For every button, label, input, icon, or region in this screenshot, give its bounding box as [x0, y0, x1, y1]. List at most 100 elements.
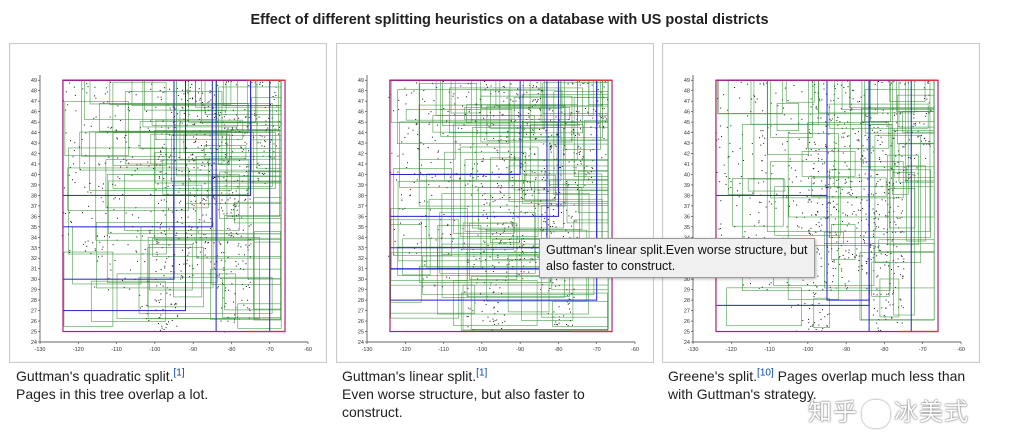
y-tick-label: 48 — [684, 89, 690, 95]
x-tick-label: -80 — [227, 347, 235, 353]
y-tick-label: 43 — [31, 141, 37, 147]
y-tick-label: 30 — [31, 277, 37, 283]
y-tick-label: 49 — [358, 78, 364, 84]
y-tick-label: 24 — [358, 340, 364, 346]
rtree-plot: 49 48 47 46 45 44 43 42 41 40 39 38 37 36 35 34 33 32 31 30… — [11, 45, 325, 361]
y-tick-label: 46 — [358, 110, 364, 116]
y-tick-label: 44 — [684, 131, 690, 137]
caption-title: Guttman's linear split. — [342, 368, 477, 384]
y-tick-label: 24 — [684, 340, 690, 346]
y-tick-label: 29 — [358, 288, 364, 294]
y-tick-label: 41 — [31, 162, 37, 168]
y-tick-label: 41 — [358, 162, 364, 168]
x-tick-label: -60 — [304, 347, 312, 353]
y-tick-label: 27 — [358, 309, 364, 315]
greene-split-caption: Greene's split.[10] Pages overlap much l… — [668, 367, 988, 403]
y-tick-label: 29 — [31, 288, 37, 294]
y-tick-label: 31 — [358, 267, 364, 273]
caption-body: Even worse structure, but also faster to… — [342, 386, 585, 420]
y-tick-label: 30 — [684, 277, 690, 283]
x-tick-label: -90 — [842, 347, 850, 353]
x-tick-label: -100 — [476, 347, 487, 353]
x-tick-label: -120 — [400, 347, 411, 353]
y-tick-label: 45 — [31, 120, 37, 126]
rtree-plot: 49 48 47 46 45 44 43 42 41 40 39 38 37 36 35 34 33 32 31 30… — [338, 45, 652, 361]
y-tick-label: 26 — [684, 319, 690, 325]
y-tick-label: 43 — [684, 141, 690, 147]
y-tick-label: 42 — [31, 152, 37, 158]
y-tick-label: 32 — [31, 256, 37, 262]
caption-body: Pages in this tree overlap a lot. — [16, 386, 209, 402]
reference-link[interactable]: [1] — [173, 367, 185, 379]
y-tick-label: 24 — [31, 340, 37, 346]
y-tick-label: 28 — [31, 298, 37, 304]
y-tick-label: 47 — [358, 99, 364, 105]
y-tick-label: 38 — [31, 193, 37, 199]
x-tick-label: -70 — [919, 347, 927, 353]
x-tick-label: -60 — [631, 347, 639, 353]
greene-split-image[interactable]: 4948474645444342414039383736353433323130… — [662, 43, 980, 363]
x-tick-label: -130 — [34, 347, 45, 353]
y-tick-label: 27 — [684, 309, 690, 315]
x-tick-label: -70 — [593, 347, 601, 353]
y-tick-label: 40 — [31, 172, 37, 178]
y-tick-label: 35 — [31, 225, 37, 231]
y-tick-label: 42 — [684, 152, 690, 158]
y-tick-label: 45 — [684, 120, 690, 126]
y-tick-label: 35 — [358, 225, 364, 231]
y-tick-label: 43 — [358, 141, 364, 147]
x-tick-label: -90 — [516, 347, 524, 353]
reference-link[interactable]: [1] — [476, 367, 488, 379]
y-tick-label: 41 — [684, 162, 690, 168]
at-icon — [862, 399, 890, 428]
y-tick-label: 44 — [358, 131, 364, 137]
y-tick-label: 39 — [684, 183, 690, 189]
figure-title: Effect of different splitting heuristics… — [250, 12, 769, 28]
y-tick-label: 49 — [31, 78, 37, 84]
image-tooltip: Guttman's linear split.Even worse struct… — [539, 238, 815, 278]
x-tick-label: -100 — [149, 347, 160, 353]
y-tick-label: 49 — [684, 78, 690, 84]
caption-body: Pages overlap much less than with Guttma… — [668, 368, 966, 402]
y-tick-label: 28 — [358, 298, 364, 304]
x-tick-label: -100 — [802, 347, 813, 353]
y-tick-label: 46 — [684, 110, 690, 116]
x-tick-label: -90 — [189, 347, 197, 353]
quadratic-split-image[interactable]: 49 48 47 46 45 44 43 42 41 40 39 38 37 36 35 34 33 32 31 30… — [9, 43, 327, 363]
y-tick-label: 27 — [31, 309, 37, 315]
x-tick-label: -130 — [361, 347, 372, 353]
y-tick-label: 36 — [684, 214, 690, 220]
y-tick-label: 34 — [358, 235, 364, 241]
y-tick-label: 36 — [31, 214, 37, 220]
y-tick-label: 28 — [684, 298, 690, 304]
x-tick-label: -80 — [880, 347, 888, 353]
x-tick-label: -70 — [266, 347, 274, 353]
linear-split-image[interactable]: 49 48 47 46 45 44 43 42 41 40 39 38 37 36 35 34 33 32 31 30… — [336, 43, 654, 363]
y-tick-label: 38 — [358, 193, 364, 199]
y-tick-label: 46 — [31, 110, 37, 116]
y-tick-label: 37 — [684, 204, 690, 210]
quadratic-split-caption: Guttman's quadratic split.[1] Pages in t… — [16, 367, 341, 403]
y-tick-label: 25 — [684, 330, 690, 336]
y-tick-label: 26 — [358, 319, 364, 325]
y-tick-label: 39 — [31, 183, 37, 189]
watermark-right: 冰美式 — [894, 399, 969, 426]
y-tick-label: 44 — [31, 131, 37, 137]
y-tick-label: 36 — [358, 214, 364, 220]
y-tick-label: 26 — [31, 319, 37, 325]
y-tick-label: 40 — [684, 172, 690, 178]
zhihu-watermark: 知乎 冰美式 — [808, 392, 969, 428]
linear-split-caption: Guttman's linear split.[1] Even worse st… — [342, 367, 622, 421]
watermark-left: 知乎 — [808, 399, 858, 426]
y-tick-label: 32 — [358, 256, 364, 262]
y-tick-label: 30 — [358, 277, 364, 283]
y-tick-label: 25 — [31, 330, 37, 336]
y-tick-label: 47 — [31, 99, 37, 105]
caption-title: Greene's split. — [668, 368, 758, 384]
y-tick-label: 25 — [358, 330, 364, 336]
y-tick-label: 48 — [358, 89, 364, 95]
x-tick-label: -60 — [957, 347, 965, 353]
y-tick-label: 37 — [358, 204, 364, 210]
reference-link[interactable]: [10] — [757, 367, 774, 379]
x-tick-label: -110 — [764, 347, 775, 353]
